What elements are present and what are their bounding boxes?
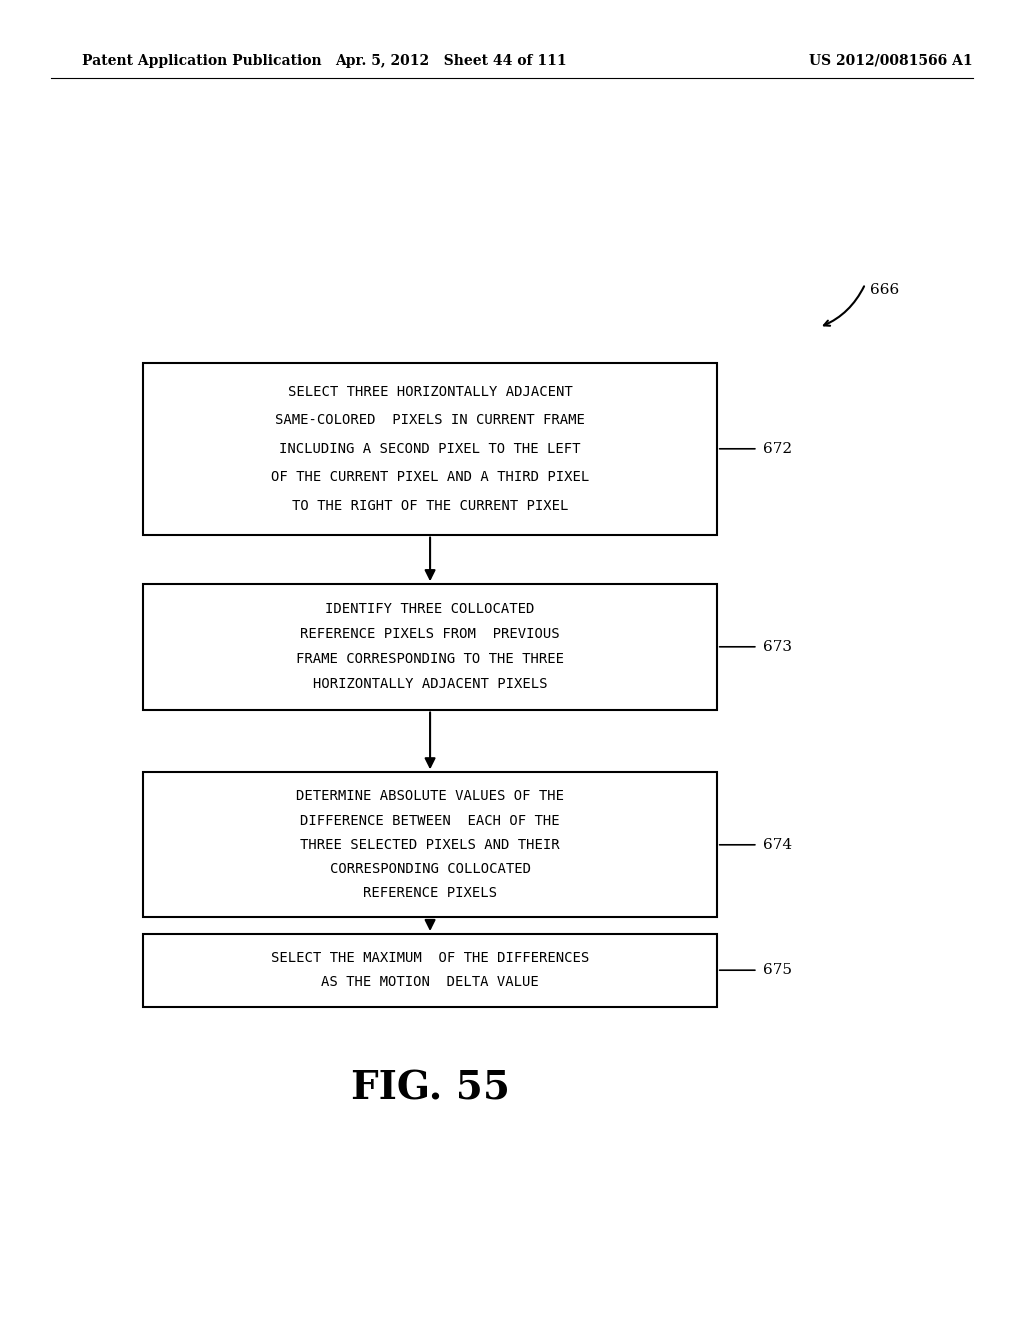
Text: FIG. 55: FIG. 55 [350,1071,510,1107]
Text: OF THE CURRENT PIXEL AND A THIRD PIXEL: OF THE CURRENT PIXEL AND A THIRD PIXEL [271,470,589,484]
Text: 666: 666 [870,284,900,297]
Text: Patent Application Publication: Patent Application Publication [82,54,322,67]
Bar [143,363,717,535]
Text: THREE SELECTED PIXELS AND THEIR: THREE SELECTED PIXELS AND THEIR [300,838,560,851]
Text: 673: 673 [763,640,792,653]
Text: SELECT THE MAXIMUM  OF THE DIFFERENCES: SELECT THE MAXIMUM OF THE DIFFERENCES [271,952,589,965]
Bar [143,583,717,710]
Text: IDENTIFY THREE COLLOCATED: IDENTIFY THREE COLLOCATED [326,602,535,616]
Text: SELECT THREE HORIZONTALLY ADJACENT: SELECT THREE HORIZONTALLY ADJACENT [288,384,572,399]
Text: DETERMINE ABSOLUTE VALUES OF THE: DETERMINE ABSOLUTE VALUES OF THE [296,789,564,804]
Text: AS THE MOTION  DELTA VALUE: AS THE MOTION DELTA VALUE [322,975,539,989]
Text: SAME-COLORED  PIXELS IN CURRENT FRAME: SAME-COLORED PIXELS IN CURRENT FRAME [275,413,585,428]
Text: DIFFERENCE BETWEEN  EACH OF THE: DIFFERENCE BETWEEN EACH OF THE [300,813,560,828]
Text: HORIZONTALLY ADJACENT PIXELS: HORIZONTALLY ADJACENT PIXELS [312,677,548,692]
Text: Apr. 5, 2012   Sheet 44 of 111: Apr. 5, 2012 Sheet 44 of 111 [335,54,566,67]
Text: US 2012/0081566 A1: US 2012/0081566 A1 [809,54,973,67]
Text: REFERENCE PIXELS: REFERENCE PIXELS [364,886,497,900]
Text: FRAME CORRESPONDING TO THE THREE: FRAME CORRESPONDING TO THE THREE [296,652,564,667]
Text: 675: 675 [763,964,792,977]
Text: 674: 674 [763,838,792,851]
Text: REFERENCE PIXELS FROM  PREVIOUS: REFERENCE PIXELS FROM PREVIOUS [300,627,560,642]
Text: 672: 672 [763,442,792,455]
Text: CORRESPONDING COLLOCATED: CORRESPONDING COLLOCATED [330,862,530,876]
Text: TO THE RIGHT OF THE CURRENT PIXEL: TO THE RIGHT OF THE CURRENT PIXEL [292,499,568,513]
Bar [143,772,717,917]
Text: INCLUDING A SECOND PIXEL TO THE LEFT: INCLUDING A SECOND PIXEL TO THE LEFT [280,442,581,455]
Bar [143,935,717,1006]
